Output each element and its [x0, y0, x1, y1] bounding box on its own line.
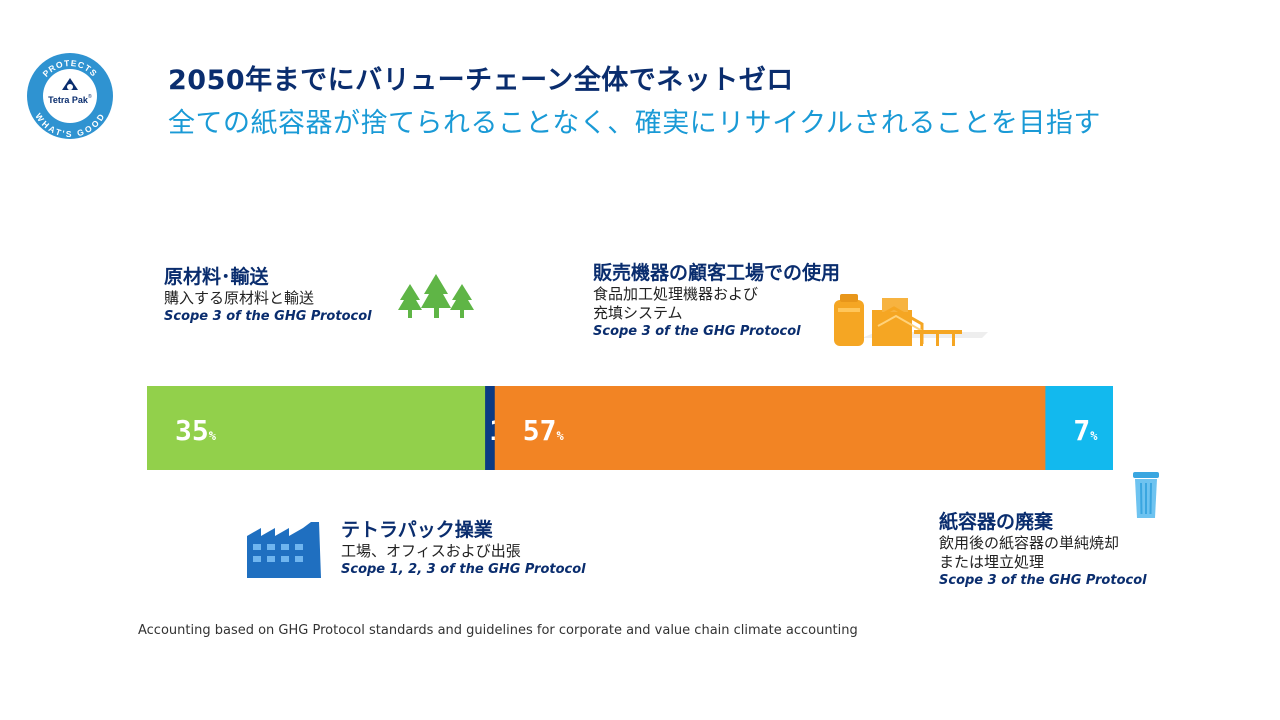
bar-segment-disposal	[1045, 386, 1113, 470]
raw-materials-title: 原材料･輸送	[164, 266, 269, 288]
raw-materials-caption: 原材料･輸送 購入する原材料と輸送 Scope 3 of the GHG Pro…	[164, 262, 372, 324]
bar-segment-operations	[485, 386, 496, 470]
tetra-pak-mark-icon	[62, 78, 78, 90]
raw-materials-scope: Scope 3 of the GHG Protocol	[164, 309, 372, 324]
bar-unit-customer-use: %	[556, 429, 564, 443]
trees-icon	[398, 274, 474, 318]
disposal-caption: 紙容器の廃棄 飲用後の紙容器の単純焼却 または埋立処理 Scope 3 of t…	[939, 507, 1147, 588]
customer-use-desc-line1: 食品加工処理機器および	[593, 285, 759, 303]
bar-unit-disposal: %	[1090, 429, 1098, 443]
customer-use-title: 販売機器の顧客工場での使用	[593, 262, 841, 284]
raw-materials-desc: 購入する原材料と輸送	[164, 289, 315, 307]
emissions-stacked-bar: 35%1%57%7%	[147, 386, 1113, 470]
operations-scope: Scope 1, 2, 3 of the GHG Protocol	[341, 562, 586, 577]
disposal-desc-line2: または埋立処理	[939, 553, 1045, 571]
tetra-pak-logo: PROTECTS WHAT'S GOOD Tetra Pak ®	[27, 53, 113, 139]
factory-icon	[247, 522, 321, 578]
processing-machine-icon	[834, 294, 988, 346]
logo-inner-disc	[43, 69, 97, 123]
trash-bin-icon	[1133, 472, 1159, 518]
bar-segment-raw-materials	[147, 386, 486, 470]
page-title: 2050年までにバリューチェーン全体でネットゼロ	[168, 65, 794, 96]
operations-caption: テトラパック操業 工場、オフィスおよび出張 Scope 1, 2, 3 of t…	[341, 515, 586, 577]
operations-title: テトラパック操業	[341, 519, 493, 541]
logo-brand: Tetra Pak	[48, 95, 89, 105]
logo-registered: ®	[88, 93, 92, 100]
customer-use-scope: Scope 3 of the GHG Protocol	[593, 324, 801, 339]
customer-use-caption: 販売機器の顧客工場での使用 食品加工処理機器および 充填システム Scope 3…	[593, 258, 840, 339]
disposal-scope: Scope 3 of the GHG Protocol	[939, 573, 1147, 588]
operations-desc: 工場、オフィスおよび出張	[341, 542, 521, 560]
bar-segment-customer-use	[494, 386, 1046, 470]
footnote: Accounting based on GHG Protocol standar…	[138, 623, 858, 638]
disposal-desc-line1: 飲用後の紙容器の単純焼却	[939, 534, 1120, 552]
customer-use-desc-line2: 充填システム	[593, 304, 683, 322]
bar-unit-raw-materials: %	[209, 429, 217, 443]
disposal-title: 紙容器の廃棄	[939, 511, 1054, 533]
page-subtitle: 全ての紙容器が捨てられることなく、確実にリサイクルされることを目指す	[168, 108, 1101, 139]
